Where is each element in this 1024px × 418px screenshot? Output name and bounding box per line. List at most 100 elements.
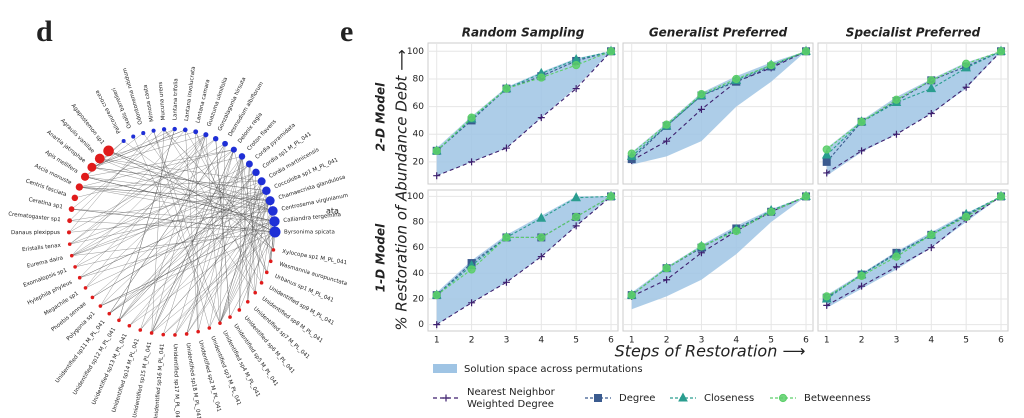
marker [767,207,776,216]
edge [74,134,207,268]
node [103,145,114,157]
marker [996,192,1006,201]
node [127,323,132,328]
node [117,318,121,323]
node [245,299,250,304]
node-label: Unidentified sp16 M_PL_041 [153,343,166,418]
node [69,253,74,258]
legend-label: Degree [619,393,655,404]
node [222,140,228,147]
marker [892,252,901,261]
solution-band [436,196,612,325]
edge [69,172,257,245]
edge [79,190,267,278]
node [253,290,258,295]
marker [858,282,866,290]
edge [109,181,262,314]
edge [209,156,243,329]
x-tick-label: 5 [768,336,774,346]
subplot: Generalist Preferred [622,26,814,185]
node [90,295,95,300]
edge [140,134,207,331]
node [196,329,200,334]
marker [767,61,776,70]
series-line [826,195,1002,306]
marker [433,321,441,329]
edge [219,200,271,324]
y-tick-label: 100 [407,47,424,57]
node [207,326,212,330]
y-tick-label: 40 [413,269,425,279]
node-label: Xylocopa sp1 M_PL_041 [282,249,348,266]
marker [572,85,580,93]
solution-band [631,196,807,310]
node [203,132,209,138]
node-label: Mimosa casta [143,84,156,122]
edge [85,149,234,178]
series-line [436,50,612,152]
subplot: 1 2 3 4 5 6 [817,189,1009,346]
subplot: 0 20 40 60 80 100 1 2 3 4 5 6 [407,189,619,346]
node [149,331,154,335]
edge [195,131,256,293]
marker [594,394,602,402]
edge [118,172,257,321]
marker [627,149,636,158]
marker [502,233,511,242]
subplot: 20 40 60 80 100 Random Sampling [407,26,619,185]
marker [442,394,450,402]
marker [467,265,476,274]
marker [821,149,832,159]
edge [151,200,271,334]
marker [502,84,511,93]
marker [467,113,476,122]
edge [241,156,262,283]
edge [151,156,243,334]
panel-label: e [340,15,353,48]
marker [801,192,811,201]
node-label: Danaus plexippus [11,230,60,236]
solution-band [826,196,1002,308]
marker [662,264,671,273]
node-label: Calliandra tergemina [283,212,341,224]
edge [129,221,275,326]
marker [627,291,636,300]
edge [71,181,262,256]
node [66,230,72,235]
marker [858,147,866,155]
node [259,281,264,285]
y-tick-label: 60 [413,243,425,253]
edge [71,208,275,222]
y-axis-label: % Restoration of Abundance Debt ⟶ [393,49,411,330]
marker [433,172,441,180]
node [230,146,237,153]
marker [823,301,831,309]
x-tick-label: 3 [894,336,900,346]
edge [91,134,206,168]
marker [502,278,510,286]
series-line [631,195,807,297]
edge [118,156,243,321]
marker [732,74,741,84]
series-line [436,50,612,177]
marker [822,292,831,301]
panel-label: d [36,15,53,48]
x-tick-label: 2 [664,336,670,346]
node [83,286,88,290]
subplot: Specialist Preferred [817,26,1009,185]
node [267,206,278,216]
node [94,153,105,164]
edge [118,163,250,321]
y-tick-label: 20 [413,157,425,167]
edge [99,158,262,182]
node [151,128,156,133]
node [237,308,242,312]
node [98,304,103,308]
series-line [436,195,612,326]
x-tick-label: 6 [608,336,614,346]
y-tick-label: 0 [418,320,424,330]
series-line [826,50,1002,150]
edge [219,181,262,324]
x-tick-label: 5 [573,336,579,346]
node [262,186,271,196]
